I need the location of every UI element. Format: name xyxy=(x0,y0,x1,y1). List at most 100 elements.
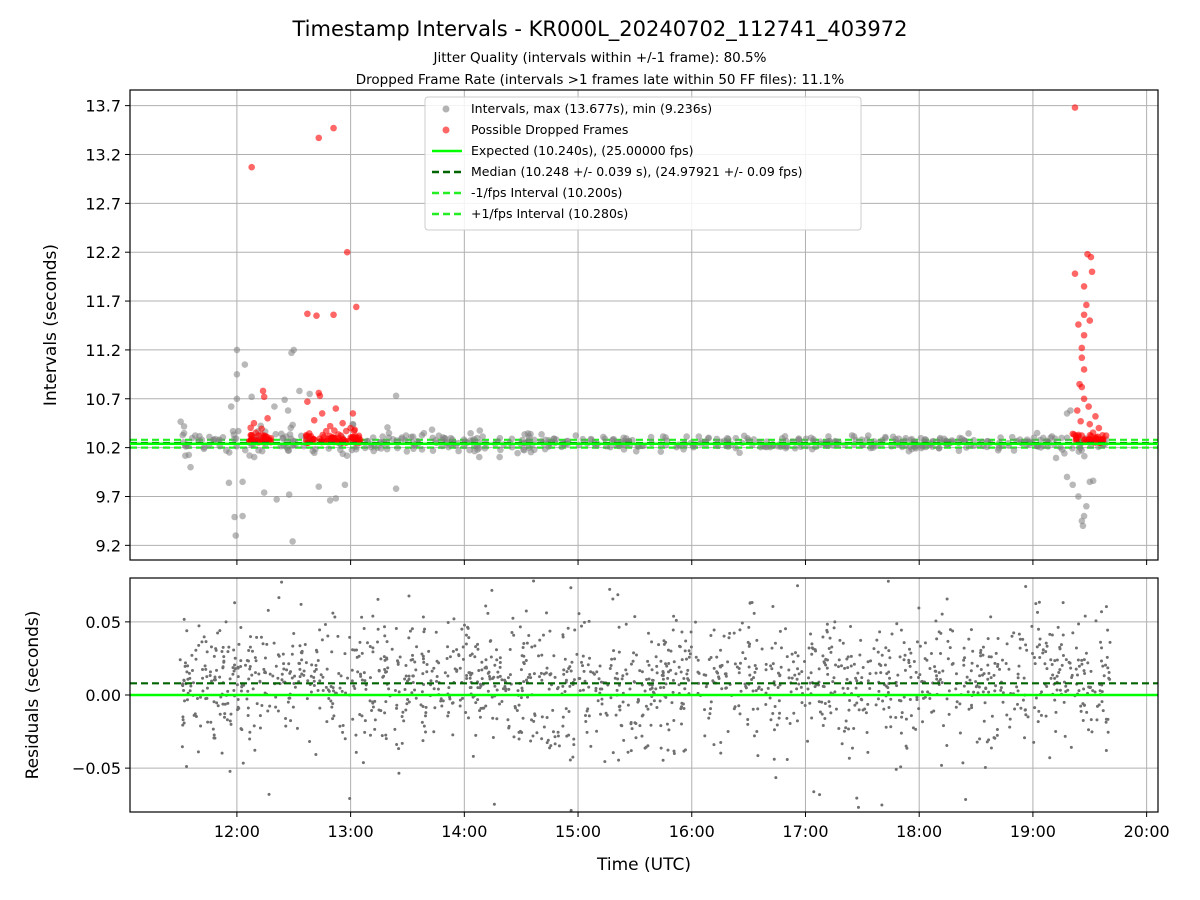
dropped-frame-point xyxy=(248,163,255,171)
residual-point xyxy=(820,700,824,704)
interval-outlier-point xyxy=(285,491,293,498)
residual-point xyxy=(206,720,210,724)
residual-point xyxy=(1102,674,1106,678)
residual-point xyxy=(876,697,880,701)
residual-point xyxy=(512,633,516,637)
residual-point xyxy=(194,657,198,661)
dropped-frame-point xyxy=(330,311,337,319)
residual-point xyxy=(552,654,556,658)
interval-point xyxy=(230,431,238,438)
dropped-frame-point xyxy=(326,422,334,430)
residual-point xyxy=(343,737,347,741)
residual-point xyxy=(1055,658,1059,662)
residual-point xyxy=(806,687,810,691)
interval-point xyxy=(683,433,690,440)
interval-point xyxy=(695,433,703,440)
residual-point xyxy=(933,665,937,669)
residual-point xyxy=(1106,628,1110,632)
residual-point xyxy=(823,701,827,705)
residual-point xyxy=(598,664,602,668)
intervals-y-tick-label: 10.7 xyxy=(85,390,121,409)
residual-point xyxy=(771,712,775,716)
residual-point xyxy=(633,680,637,684)
residual-point xyxy=(516,689,520,693)
residual-point xyxy=(984,687,988,691)
residual-point xyxy=(185,670,189,674)
residual-point xyxy=(221,666,225,670)
interval-point xyxy=(383,445,391,453)
residual-point xyxy=(381,675,385,679)
residual-point xyxy=(844,726,848,730)
residual-point xyxy=(941,724,945,728)
residual-point xyxy=(841,686,845,690)
residual-point xyxy=(276,676,280,680)
residual-point xyxy=(364,687,368,691)
residual-point xyxy=(1005,713,1009,717)
residual-point xyxy=(383,625,387,629)
residual-point xyxy=(823,716,827,720)
residual-point xyxy=(808,701,812,705)
residual-point xyxy=(886,690,890,694)
residual-point xyxy=(535,731,539,735)
residual-point xyxy=(1036,610,1040,614)
residual-point xyxy=(421,705,425,709)
residual-point xyxy=(298,662,302,666)
residual-point xyxy=(817,700,821,704)
residual-point xyxy=(846,655,850,659)
residual-point xyxy=(316,689,320,693)
residual-point xyxy=(568,758,572,762)
residual-point xyxy=(246,706,250,710)
legend-marker-dropped xyxy=(442,126,450,134)
residual-point xyxy=(274,664,278,668)
residual-point xyxy=(508,648,512,652)
residual-point xyxy=(617,758,621,762)
residual-point xyxy=(436,687,440,691)
residual-point xyxy=(751,689,755,693)
residual-point xyxy=(890,632,894,636)
residual-point xyxy=(320,638,324,642)
residual-point xyxy=(844,719,848,723)
interval-point xyxy=(429,434,437,442)
residual-point xyxy=(1076,658,1080,662)
residual-point xyxy=(667,670,671,674)
residual-point xyxy=(1044,641,1048,645)
residual-point xyxy=(508,673,512,677)
residual-point xyxy=(1082,687,1086,691)
dropped-frame-point xyxy=(302,436,310,444)
residual-point xyxy=(1045,644,1049,648)
residual-point xyxy=(527,634,531,638)
residual-point xyxy=(368,676,372,680)
residual-point xyxy=(1022,676,1026,680)
residual-point xyxy=(658,699,662,703)
residual-point xyxy=(726,729,730,733)
residual-point xyxy=(201,689,205,693)
residual-point xyxy=(313,669,317,673)
residual-point xyxy=(825,622,829,626)
residual-point xyxy=(770,646,774,650)
residual-point xyxy=(439,699,443,703)
residual-point xyxy=(649,723,653,727)
interval-point xyxy=(662,434,669,441)
residual-point xyxy=(390,647,394,651)
residual-point xyxy=(190,668,194,672)
residual-point xyxy=(528,673,532,677)
interval-point xyxy=(1081,452,1088,460)
interval-outlier-point xyxy=(296,387,303,395)
residual-point xyxy=(350,668,354,672)
residual-point xyxy=(1081,718,1085,722)
residual-point xyxy=(188,689,192,693)
residual-point xyxy=(348,796,352,800)
residual-point xyxy=(852,727,856,731)
residual-point xyxy=(329,684,333,688)
residual-point xyxy=(293,685,297,689)
dropped-frame-point xyxy=(330,124,337,132)
residual-point xyxy=(591,671,595,675)
residual-point xyxy=(250,673,254,677)
residual-point xyxy=(733,705,737,709)
residual-point xyxy=(847,708,851,712)
interval-point xyxy=(402,432,410,439)
residual-point xyxy=(371,701,375,705)
dropped-frame-point xyxy=(331,427,338,434)
residual-point xyxy=(589,744,593,748)
residual-point xyxy=(410,691,414,695)
